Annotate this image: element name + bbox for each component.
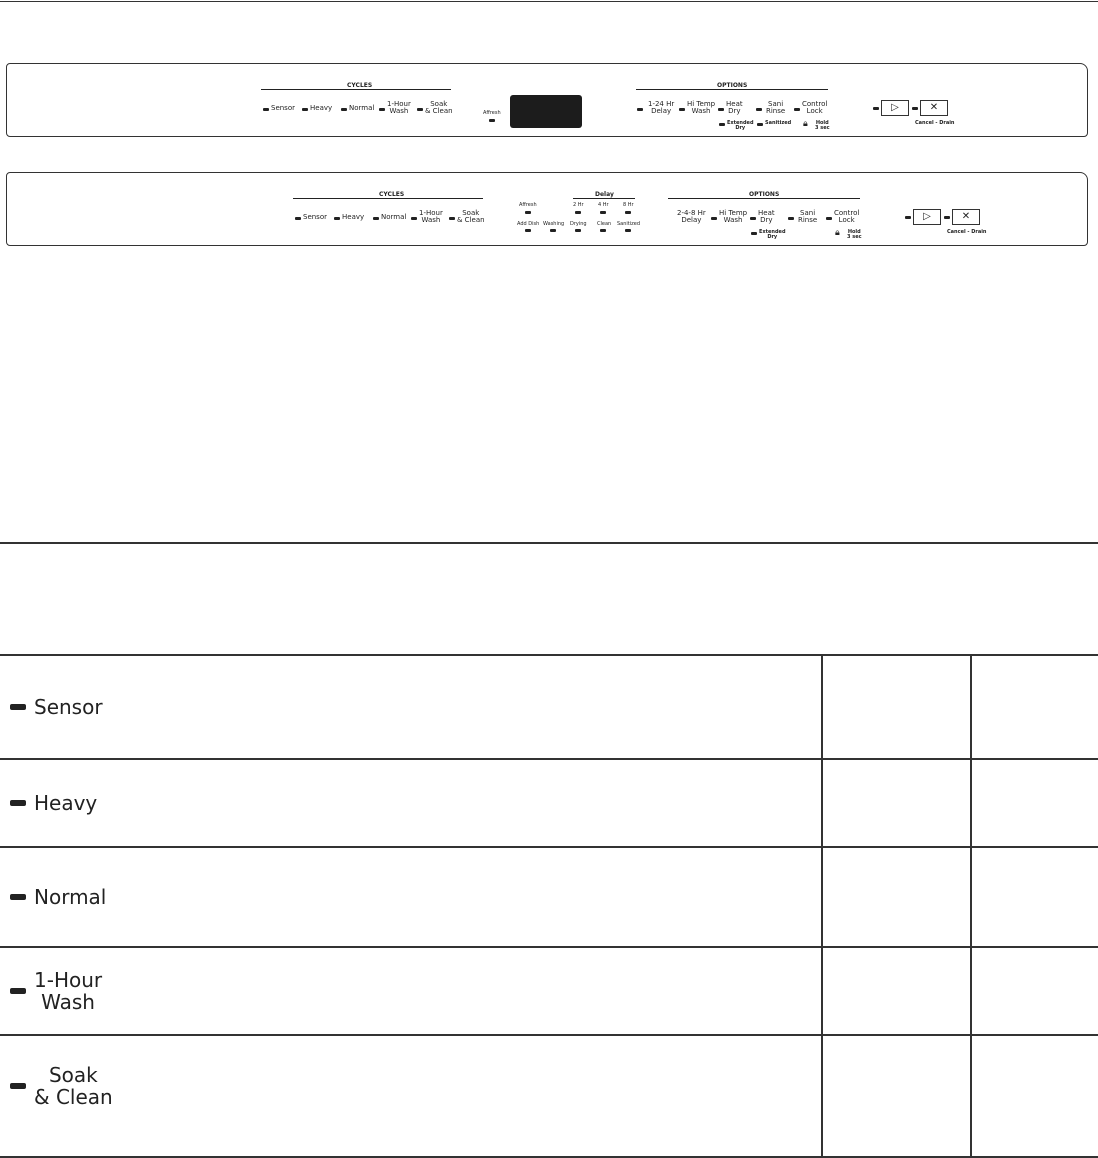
- cycle-soak-clean[interactable]: Soak & Clean: [425, 100, 453, 115]
- cycle-soak-clean[interactable]: Soak & Clean: [457, 209, 485, 224]
- option-sani-rinse[interactable]: Sani Rinse: [798, 209, 818, 224]
- control-panel-2: CYCLES Sensor Heavy Normal 1-Hour Wash S…: [6, 172, 1088, 246]
- table-row: Sensor: [0, 654, 1098, 760]
- option-hi-temp[interactable]: Hi Temp Wash: [687, 100, 716, 115]
- cycle-1hour[interactable]: 1-Hour Wash: [419, 209, 443, 224]
- cancel-button[interactable]: ✕: [920, 100, 948, 116]
- led-icon: [10, 800, 26, 806]
- sanitized-indicator: Sanitized: [765, 120, 792, 126]
- x-icon: ✕: [961, 211, 971, 222]
- led-icon: [10, 894, 26, 900]
- cycle-sensor[interactable]: Sensor: [303, 213, 327, 221]
- row-label: Sensor: [34, 695, 103, 719]
- options-heading: OPTIONS: [749, 191, 780, 198]
- row-label: Heavy: [34, 791, 98, 815]
- divider: [0, 1, 1098, 2]
- option-delay[interactable]: 1-24 Hr Delay: [648, 100, 675, 115]
- lock-icon: 🔒︎: [803, 119, 808, 129]
- option-hi-temp[interactable]: Hi Temp Wash: [719, 209, 748, 224]
- option-delay[interactable]: 2-4-8 Hr Delay: [677, 209, 706, 224]
- led-icon: [10, 988, 26, 994]
- divider: [0, 542, 1098, 544]
- table-row: Normal: [0, 846, 1098, 948]
- cancel-drain-label: Cancel - Drain: [947, 229, 987, 235]
- option-heat-dry[interactable]: Heat Dry: [726, 100, 743, 115]
- cycle-normal[interactable]: Normal: [381, 213, 407, 221]
- table-row: 1-Hour Wash: [0, 946, 1098, 1036]
- play-icon: ▷: [923, 211, 931, 222]
- cycles-heading: CYCLES: [347, 82, 373, 89]
- clean-status: Clean: [597, 221, 612, 227]
- row-label: Normal: [34, 885, 107, 909]
- start-button[interactable]: ▷: [881, 100, 909, 116]
- table-row: Heavy: [0, 758, 1098, 848]
- add-dish-status: Add Dish: [517, 221, 540, 227]
- x-icon: ✕: [929, 102, 939, 113]
- option-heat-dry[interactable]: Heat Dry: [758, 209, 775, 224]
- delay-heading: Delay: [595, 191, 614, 198]
- affresh-label: Affresh: [483, 110, 501, 116]
- row-label: 1-Hour Wash: [34, 968, 103, 1014]
- display: [510, 95, 582, 128]
- options-heading: OPTIONS: [717, 82, 748, 89]
- table-row: Soak & Clean: [0, 1034, 1098, 1158]
- washing-status: Washing: [543, 221, 565, 227]
- option-sani-rinse[interactable]: Sani Rinse: [766, 100, 786, 115]
- cancel-drain-label: Cancel - Drain: [915, 120, 955, 126]
- option-control-lock[interactable]: Control Lock: [802, 100, 828, 115]
- option-control-lock[interactable]: Control Lock: [834, 209, 860, 224]
- cycle-heavy[interactable]: Heavy: [342, 213, 365, 221]
- cycle-table: Sensor Heavy Normal 1-Hour Wash Soak & C…: [0, 654, 1098, 1158]
- extended-dry-indicator: Extended Dry: [759, 229, 786, 240]
- row-label: Soak & Clean: [34, 1063, 113, 1109]
- cycle-heavy[interactable]: Heavy: [310, 104, 333, 112]
- cycle-normal[interactable]: Normal: [349, 104, 375, 112]
- control-panel-1: CYCLES Sensor Heavy Normal 1-Hour Wash S…: [6, 63, 1088, 137]
- start-button[interactable]: ▷: [913, 209, 941, 225]
- drying-status: Drying: [570, 221, 587, 227]
- hold-label: Hold 3 sec: [847, 229, 862, 240]
- cycles-heading: CYCLES: [379, 191, 405, 198]
- cycle-1hour[interactable]: 1-Hour Wash: [387, 100, 411, 115]
- affresh-status: Affresh: [519, 202, 537, 208]
- led-icon: [10, 1083, 26, 1089]
- delay-8hr-status: 8 Hr: [623, 202, 634, 208]
- sanitized-status: Sanitized: [617, 221, 641, 227]
- lock-icon: 🔒︎: [835, 228, 840, 238]
- play-icon: ▷: [891, 102, 899, 113]
- led-icon: [10, 704, 26, 710]
- cancel-button[interactable]: ✕: [952, 209, 980, 225]
- cycle-sensor[interactable]: Sensor: [271, 104, 295, 112]
- delay-4hr-status: 4 Hr: [598, 202, 609, 208]
- extended-dry-indicator: Extended Dry: [727, 120, 754, 131]
- hold-label: Hold 3 sec: [815, 120, 830, 131]
- delay-2hr-status: 2 Hr: [573, 202, 584, 208]
